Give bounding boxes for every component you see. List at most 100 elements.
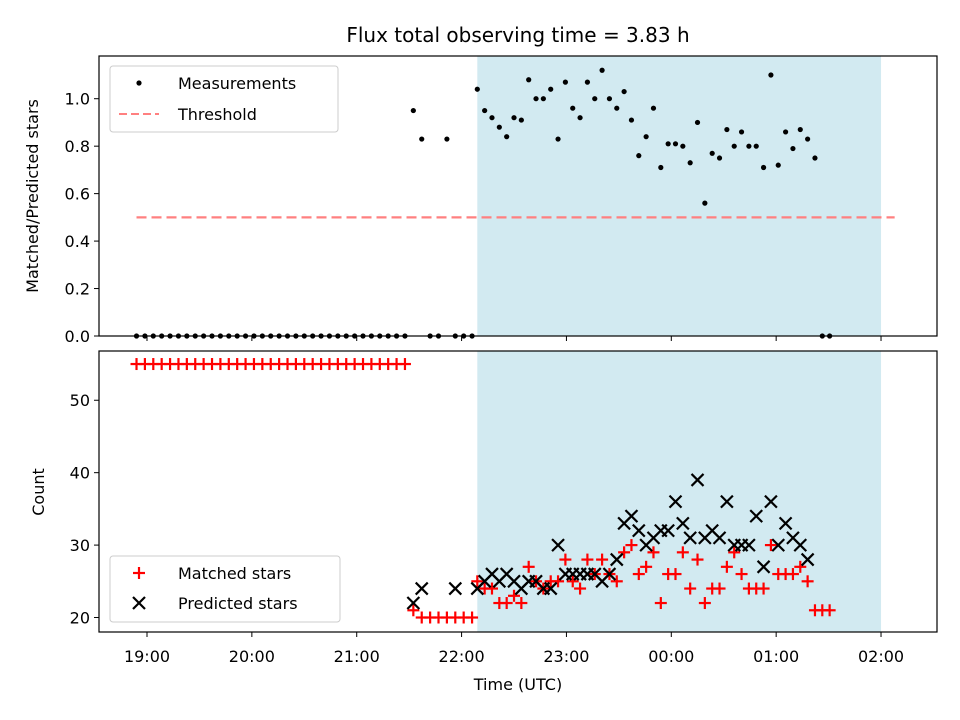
- measurement-point: [628, 117, 635, 123]
- matched-star-marker: [794, 560, 807, 573]
- measurement-point: [636, 153, 642, 159]
- measurement-point: [812, 155, 818, 161]
- top-legend: Measurements Threshold: [109, 65, 339, 133]
- measurement-point: [790, 145, 796, 152]
- measurement-point: [570, 105, 576, 111]
- measurement-point: [482, 107, 488, 114]
- top-axes-frame: [98, 55, 938, 337]
- matched-star-marker: [684, 582, 697, 595]
- bottom-y-ticks: 20 30 40 50: [70, 391, 99, 628]
- predicted-star-marker: [793, 538, 808, 552]
- measurement-point: [584, 79, 591, 85]
- matched-star-marker: [764, 539, 777, 552]
- measurement-point: [650, 105, 657, 111]
- matched-star-marker: [625, 539, 638, 552]
- matched-star-marker: [485, 582, 498, 595]
- top-y-tick-label: 0.2: [65, 280, 90, 299]
- matched-star-marker: [801, 575, 814, 588]
- measurement-point: [702, 200, 708, 206]
- measurement-point: [526, 77, 532, 83]
- top-x-ticks: [146, 336, 882, 341]
- matched-star-marker: [574, 582, 587, 595]
- matched-star-marker: [398, 358, 411, 371]
- top-legend-box: [109, 65, 339, 133]
- predicted-star-marker: [448, 581, 463, 596]
- measurement-point: [548, 86, 554, 92]
- measurement-point: [474, 86, 480, 92]
- top-y-tick-label: 0.0: [65, 327, 90, 346]
- predicted-star-marker: [683, 531, 697, 545]
- measurement-point: [592, 96, 598, 102]
- measurement-point: [643, 134, 649, 140]
- matched-star-marker: [632, 568, 645, 581]
- predicted-star-marker: [632, 523, 646, 538]
- matched-star-marker: [728, 546, 741, 559]
- predicted-star-marker: [624, 509, 639, 523]
- matched-star-marker: [676, 546, 689, 559]
- bottom-y-axis-label: Count: [29, 468, 48, 516]
- measurement-point: [665, 141, 671, 147]
- measurement-point: [540, 96, 546, 102]
- predicted-star-marker: [756, 560, 771, 574]
- top-panel: 0.0 0.2 0.4 0.6 0.8 1.0 Matched/Predicted sta…: [23, 55, 938, 346]
- legend-matched-marker: [133, 567, 145, 579]
- matched-star-marker: [559, 553, 572, 566]
- legend-matched-label: Matched stars: [178, 564, 291, 583]
- matched-star-marker: [596, 553, 609, 566]
- measurement-point: [724, 126, 730, 133]
- measurement-point: [511, 115, 517, 121]
- measurement-point: [687, 160, 693, 166]
- x-tick-label: 20:00: [229, 647, 275, 666]
- measurement-point: [709, 150, 715, 156]
- predicted-star-marker: [406, 596, 421, 610]
- predicted-star-marker: [676, 516, 690, 531]
- legend-predicted-marker: [132, 596, 146, 610]
- measurement-point: [694, 119, 701, 126]
- matched-star-marker: [640, 560, 653, 573]
- matched-star-marker: [500, 597, 513, 610]
- measurement-point: [672, 141, 679, 147]
- measurement-point: [658, 164, 664, 171]
- predicted-star-marker: [602, 567, 617, 581]
- predicted-star-marker: [800, 552, 815, 567]
- matched-star-marker: [581, 553, 594, 566]
- predicted-star-marker: [609, 552, 624, 567]
- x-tick-label: 23:00: [543, 647, 589, 666]
- x-tick-label: 21:00: [334, 647, 380, 666]
- predicted-star-marker: [543, 581, 558, 596]
- matched-star-marker: [407, 604, 420, 617]
- matched-star-markers: [130, 358, 836, 624]
- matched-star-marker: [522, 560, 535, 573]
- top-y-tick-label: 0.4: [65, 232, 90, 251]
- matched-star-marker: [508, 589, 521, 602]
- top-y-tick-label: 1.0: [65, 90, 90, 109]
- matched-star-marker: [713, 582, 726, 595]
- predicted-star-marker: [414, 581, 429, 596]
- bottom-y-tick-label: 30: [70, 536, 90, 555]
- bottom-observing-span: [477, 351, 882, 632]
- matched-star-marker: [654, 597, 667, 610]
- measurement-point: [738, 129, 745, 135]
- measurement-point: [782, 129, 789, 135]
- x-tick-label: 00:00: [648, 647, 694, 666]
- top-y-tick-label: 0.8: [65, 137, 90, 156]
- top-observing-span: [477, 56, 882, 336]
- matched-star-marker: [691, 553, 704, 566]
- measurement-point: [805, 136, 811, 142]
- legend-measurement-marker: [136, 80, 142, 86]
- matched-star-marker: [610, 575, 623, 588]
- x-tick-label: 22:00: [439, 647, 485, 666]
- predicted-star-marker: [668, 494, 683, 509]
- measurement-point: [753, 143, 759, 149]
- matched-star-marker: [698, 597, 711, 610]
- bottom-y-tick-label: 50: [70, 391, 90, 410]
- top-y-ticks: 0.0 0.2 0.4 0.6 0.8 1.0: [65, 90, 99, 346]
- matched-star-marker: [566, 575, 579, 588]
- measurement-point: [444, 136, 450, 142]
- legend-predicted-label: Predicted stars: [178, 594, 298, 613]
- matched-star-marker: [757, 582, 770, 595]
- x-tick-label: 02:00: [858, 647, 904, 666]
- legend-threshold-label: Threshold: [177, 105, 257, 124]
- matched-star-marker: [669, 568, 682, 581]
- predicted-star-marker: [771, 538, 786, 552]
